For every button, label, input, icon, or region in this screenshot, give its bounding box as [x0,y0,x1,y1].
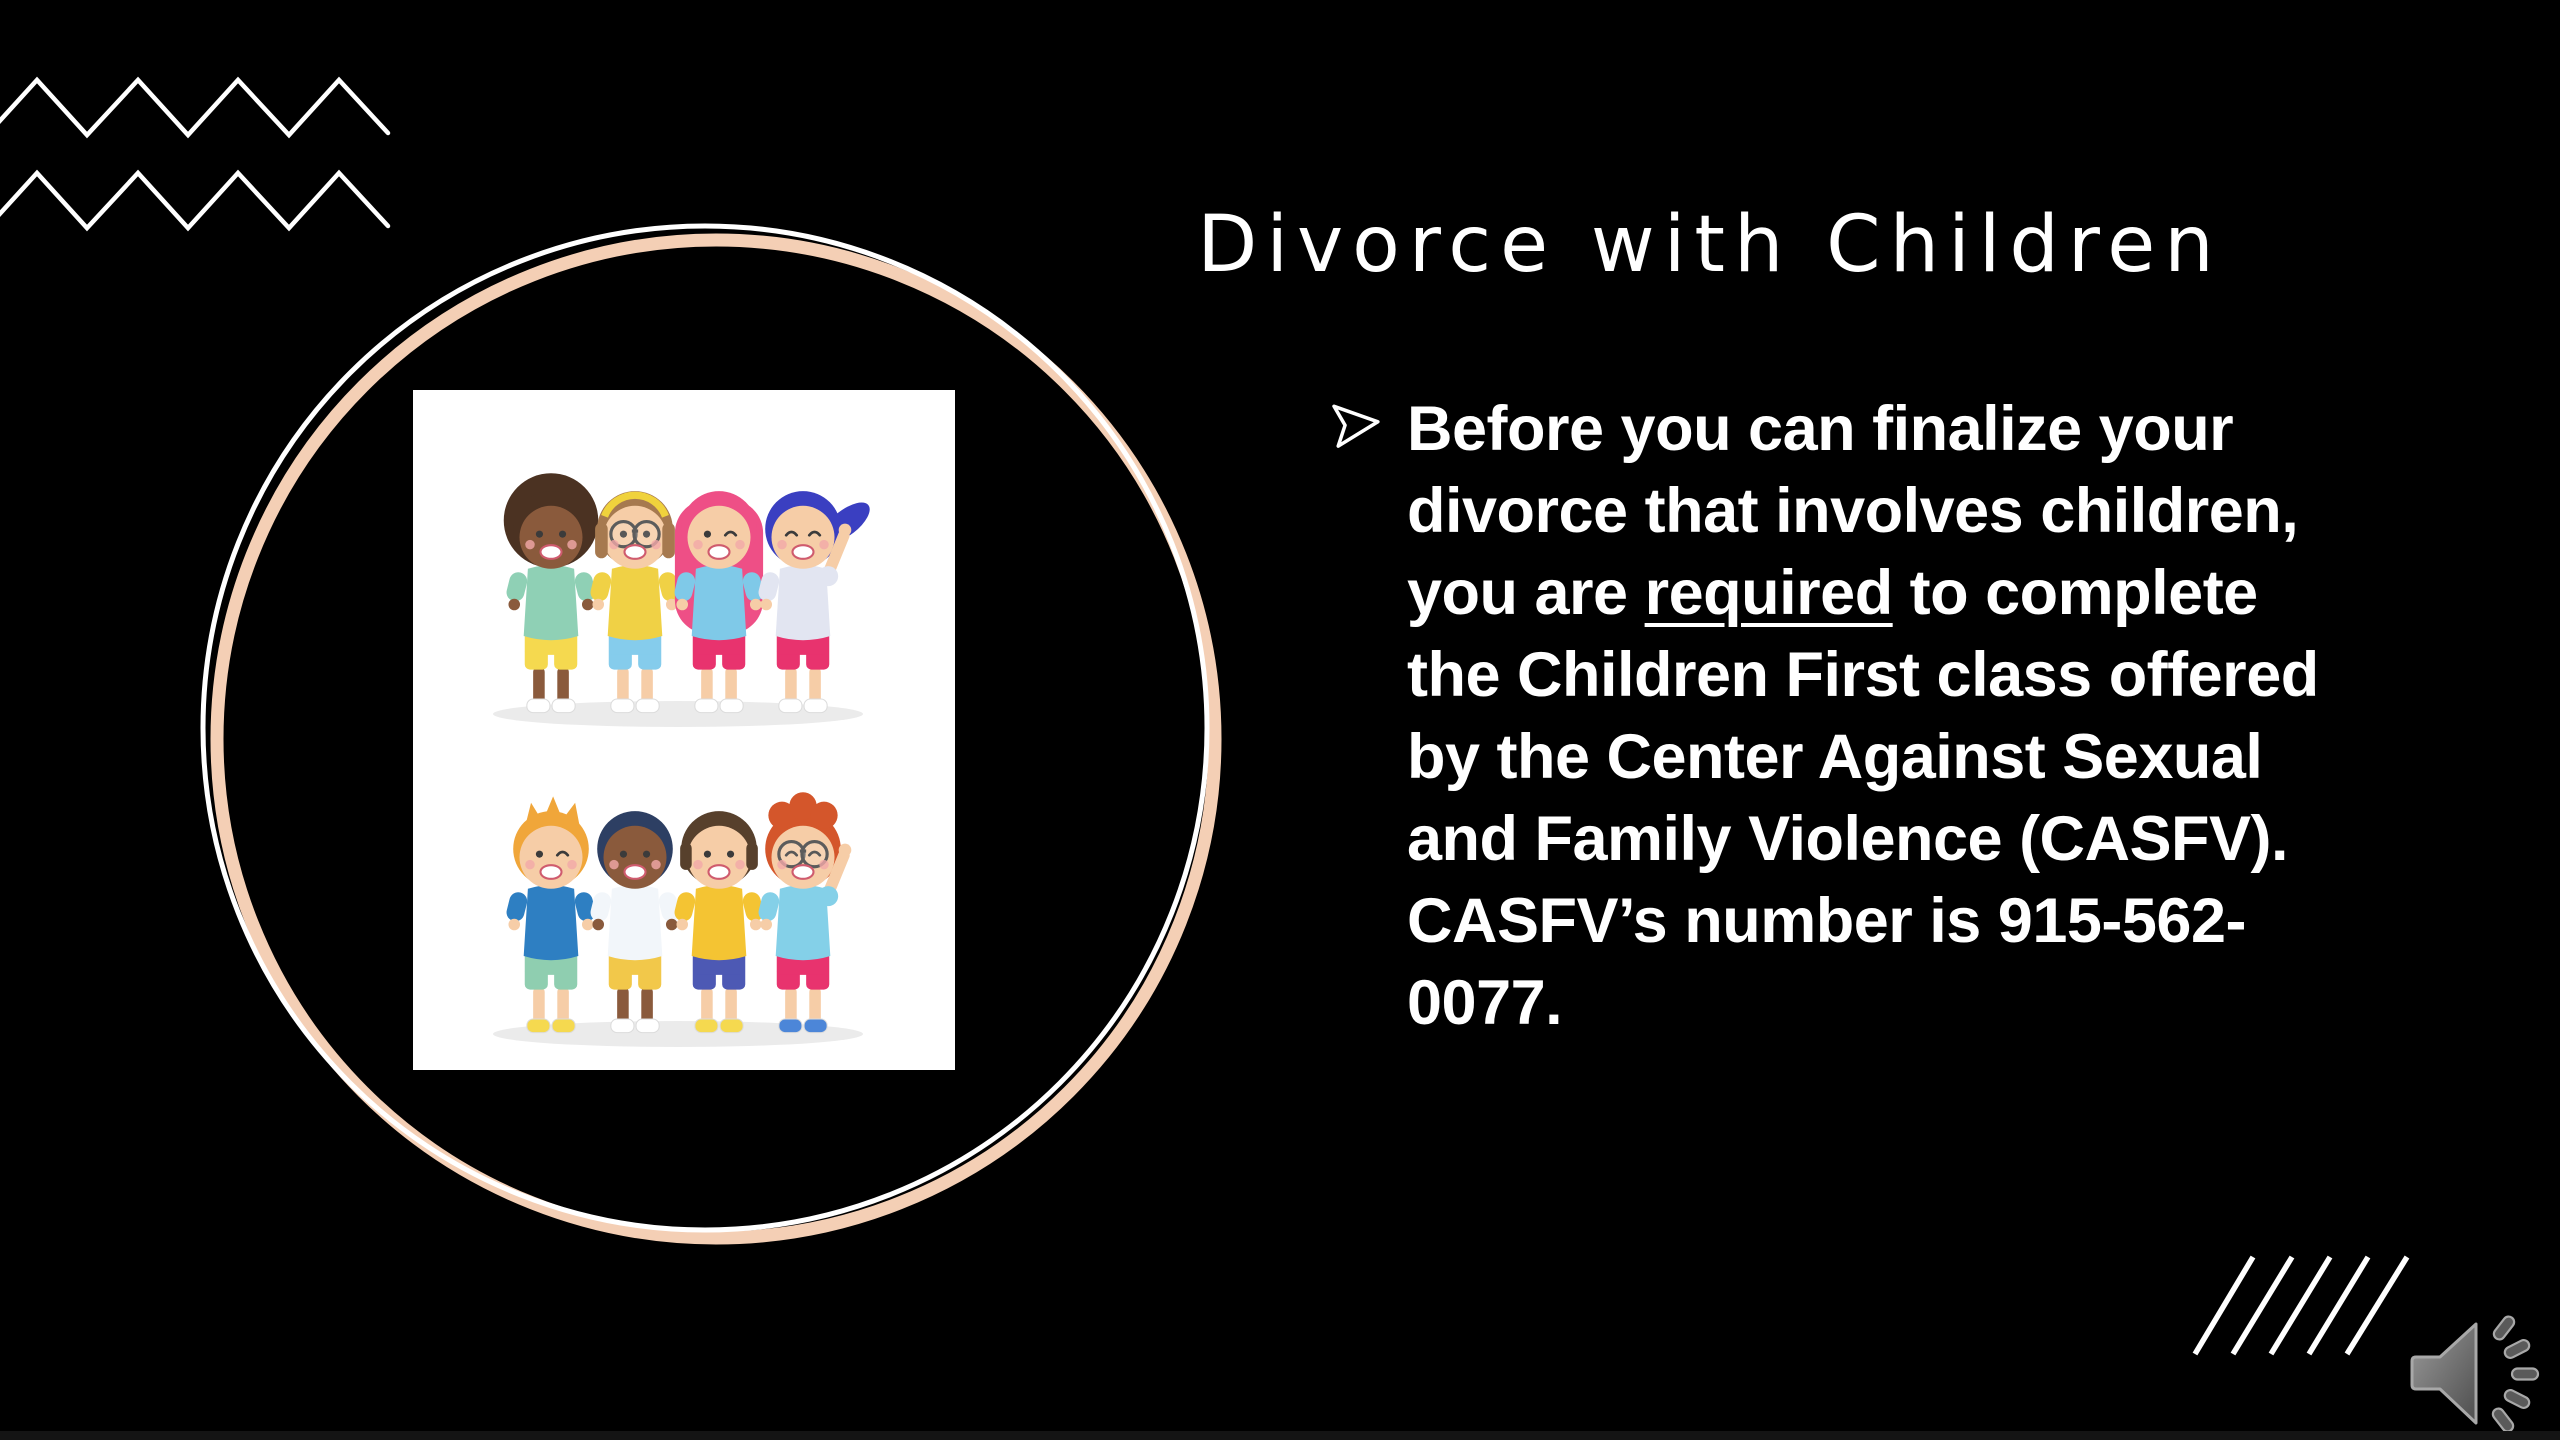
zigzag-line-bottom [0,169,391,232]
bullet-line: 0077. [1407,968,1563,1038]
bullet-line: the Children First class offered [1407,640,2319,710]
ring-peach-circle [210,233,1222,1245]
bullet-line: you are required to complete [1407,558,2258,628]
circle-ring-decoration [200,223,1222,1245]
zigzag-line-top [0,76,391,139]
slash-line [2344,1255,2410,1356]
children-clipart-image [493,473,870,1047]
bullet-text: Before you can finalize your divorce that… [1407,388,2527,1044]
slide-title: Divorce with Children [1197,200,2223,291]
slash-line [2306,1255,2371,1356]
sound-wave-dashes [2491,1315,2540,1433]
slash-line [2268,1255,2333,1356]
bottom-edge-strip [0,1431,2560,1440]
zigzag-decoration [0,76,391,232]
children-photo-frame [413,390,955,1070]
bullet-line: CASFV’s number is 915-562- [1407,886,2246,956]
bullet-line: and Family Violence (CASFV). [1407,804,2289,874]
arrow-bullet-icon [1332,404,1380,448]
speaker-audio-icon[interactable] [2400,1303,2550,1438]
slash-line [2192,1255,2256,1356]
bullet-line: Before you can finalize your [1407,394,2234,464]
slash-line [2230,1255,2295,1356]
diagonal-slashes-decoration [2192,1255,2410,1356]
bullet-line: by the Center Against Sexual [1407,722,2263,792]
ring-white-circle [200,223,1210,1233]
bullet-line: divorce that involves children, [1407,476,2299,546]
speaker-body [2410,1322,2478,1425]
